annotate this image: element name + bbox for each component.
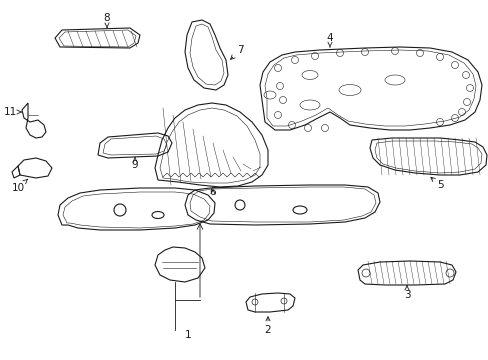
Text: 7: 7 [230,45,243,59]
Text: 4: 4 [326,33,333,47]
Text: 1: 1 [184,330,191,340]
Text: 3: 3 [403,285,409,300]
Text: 10: 10 [11,179,27,193]
Text: 11: 11 [3,107,21,117]
Text: 9: 9 [131,157,138,170]
Text: 6: 6 [209,187,216,197]
Text: 8: 8 [103,13,110,27]
Text: 5: 5 [430,177,443,190]
Text: 2: 2 [264,317,271,335]
